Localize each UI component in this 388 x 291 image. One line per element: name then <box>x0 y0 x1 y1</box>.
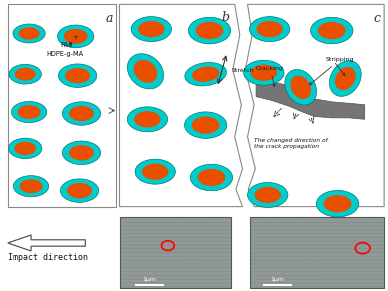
Text: PA6: PA6 <box>60 36 77 47</box>
Text: Stretch: Stretch <box>231 68 254 73</box>
Ellipse shape <box>9 64 42 84</box>
Ellipse shape <box>131 17 171 42</box>
Text: The changed direction of
the crack propagation: The changed direction of the crack propa… <box>254 138 328 149</box>
Ellipse shape <box>329 61 361 96</box>
Bar <box>250 217 384 288</box>
Ellipse shape <box>249 17 290 42</box>
Ellipse shape <box>69 106 94 121</box>
Ellipse shape <box>62 141 100 164</box>
Ellipse shape <box>67 183 92 198</box>
Text: Impact direction: Impact direction <box>8 253 88 262</box>
Ellipse shape <box>64 29 88 44</box>
Ellipse shape <box>127 107 168 132</box>
Ellipse shape <box>318 22 346 39</box>
Ellipse shape <box>19 179 43 193</box>
Text: Cracking: Cracking <box>256 66 284 87</box>
Polygon shape <box>245 4 384 207</box>
Ellipse shape <box>138 21 165 37</box>
Ellipse shape <box>244 60 284 85</box>
Ellipse shape <box>256 21 283 37</box>
Ellipse shape <box>255 187 281 203</box>
Text: 1μm: 1μm <box>270 277 284 282</box>
Ellipse shape <box>184 112 227 139</box>
Ellipse shape <box>127 54 164 89</box>
Ellipse shape <box>9 138 42 159</box>
Text: HDPE-g-MA: HDPE-g-MA <box>47 42 84 57</box>
Ellipse shape <box>15 68 36 81</box>
Ellipse shape <box>14 142 36 155</box>
Ellipse shape <box>135 159 175 184</box>
Ellipse shape <box>134 111 161 127</box>
Text: c: c <box>374 12 381 25</box>
Ellipse shape <box>59 64 97 87</box>
Ellipse shape <box>13 176 49 197</box>
Ellipse shape <box>142 164 168 180</box>
Ellipse shape <box>57 25 94 48</box>
Polygon shape <box>8 235 85 251</box>
Ellipse shape <box>285 70 317 105</box>
Ellipse shape <box>188 17 231 44</box>
Ellipse shape <box>17 105 41 119</box>
Ellipse shape <box>69 145 94 160</box>
Ellipse shape <box>310 17 353 44</box>
Ellipse shape <box>290 76 311 99</box>
Bar <box>120 217 231 288</box>
Polygon shape <box>120 4 242 207</box>
Ellipse shape <box>11 102 47 123</box>
Bar <box>8 4 116 207</box>
Ellipse shape <box>65 68 90 83</box>
Text: a: a <box>106 12 113 25</box>
Ellipse shape <box>324 195 352 212</box>
Ellipse shape <box>251 65 277 81</box>
Ellipse shape <box>316 190 359 217</box>
Ellipse shape <box>192 67 219 82</box>
Text: b: b <box>222 11 230 24</box>
Ellipse shape <box>335 67 356 90</box>
Ellipse shape <box>13 24 45 43</box>
Ellipse shape <box>185 63 227 86</box>
Ellipse shape <box>197 169 225 186</box>
Ellipse shape <box>61 179 99 202</box>
Ellipse shape <box>19 27 40 40</box>
Ellipse shape <box>248 182 288 207</box>
Ellipse shape <box>190 164 233 191</box>
Ellipse shape <box>62 102 100 125</box>
Text: 1μm: 1μm <box>142 277 156 282</box>
Polygon shape <box>256 79 365 119</box>
Ellipse shape <box>133 60 158 83</box>
Text: Stripping: Stripping <box>309 57 354 85</box>
Ellipse shape <box>196 22 223 39</box>
Ellipse shape <box>192 116 220 134</box>
